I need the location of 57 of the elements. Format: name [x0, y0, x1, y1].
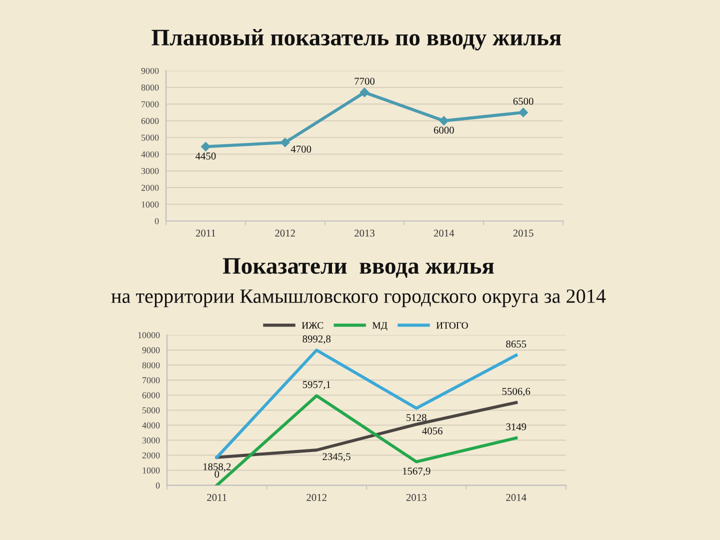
y-tick-label: 9000 [142, 347, 160, 354]
x-tick-label: 2014 [434, 230, 454, 237]
point [518, 108, 528, 118]
y-tick-label: 1000 [142, 201, 159, 208]
data-label: 4056 [422, 427, 442, 434]
data-label: 6500 [513, 98, 534, 105]
data-label: 5506,6 [502, 388, 530, 396]
point [280, 138, 290, 148]
data-label: 7700 [354, 78, 375, 85]
chart-title: Показатели ввода жилья [222, 258, 494, 278]
x-tick-label: 2014 [506, 494, 526, 501]
chart-title: Плановый показатель по вводу жилья [152, 29, 562, 50]
y-tick-label: 8000 [141, 84, 159, 91]
data-label: 5128 [406, 414, 426, 422]
data-label: 2345,5 [322, 453, 350, 462]
y-tick-label: 1000 [142, 467, 160, 474]
point [360, 88, 370, 98]
y-tick-label: 2000 [142, 452, 160, 458]
y-tick-label: 4000 [142, 422, 160, 428]
data-label: 6000 [434, 126, 454, 134]
x-tick-label: 2012 [275, 230, 295, 237]
data-label: 1567,9 [402, 468, 430, 476]
y-tick-label: 7000 [142, 101, 159, 108]
x-tick-label: 2012 [306, 494, 326, 501]
y-tick-label: 5000 [142, 134, 159, 141]
point [439, 116, 449, 126]
y-tick-label: 3000 [141, 168, 159, 174]
x-tick-label: 2013 [354, 230, 375, 237]
x-tick-label: 2011 [196, 230, 216, 237]
data-label: 8992,8 [302, 335, 331, 344]
legend-label: МД [372, 322, 388, 331]
y-tick-label: 10000 [138, 332, 160, 338]
data-label: 5957,1 [302, 381, 330, 390]
x-tick-label: 2015 [513, 230, 534, 237]
data-label: 4700 [290, 146, 312, 153]
y-tick-label: 8000 [142, 362, 160, 368]
data-label: 1858,2 [203, 463, 231, 472]
y-tick-label: 7000 [142, 377, 160, 384]
y-tick-label: 0 [154, 218, 159, 224]
legend-label: ИЖС [302, 322, 324, 329]
y-tick-label: 9000 [141, 68, 159, 74]
legend-label: ИТОГО [436, 322, 468, 329]
y-tick-label: 3000 [142, 437, 160, 444]
y-tick-label: 0 [156, 482, 160, 489]
data-label: 0 [214, 470, 220, 478]
y-tick-label: 4000 [141, 151, 159, 158]
y-tick-label: 5000 [142, 407, 160, 414]
y-tick-label: 6000 [142, 392, 160, 398]
data-label: 8655 [506, 340, 526, 348]
point [201, 142, 210, 152]
y-tick-label: 6000 [141, 118, 159, 124]
data-label: 3149 [506, 423, 526, 430]
chart-subtitle: на территории Камышловского городского округа за 2014 [111, 289, 606, 308]
x-tick-label: 2013 [406, 494, 426, 501]
y-tick-label: 2000 [141, 184, 159, 191]
x-tick-label: 2011 [207, 494, 226, 501]
data-label: 4450 [195, 152, 216, 160]
